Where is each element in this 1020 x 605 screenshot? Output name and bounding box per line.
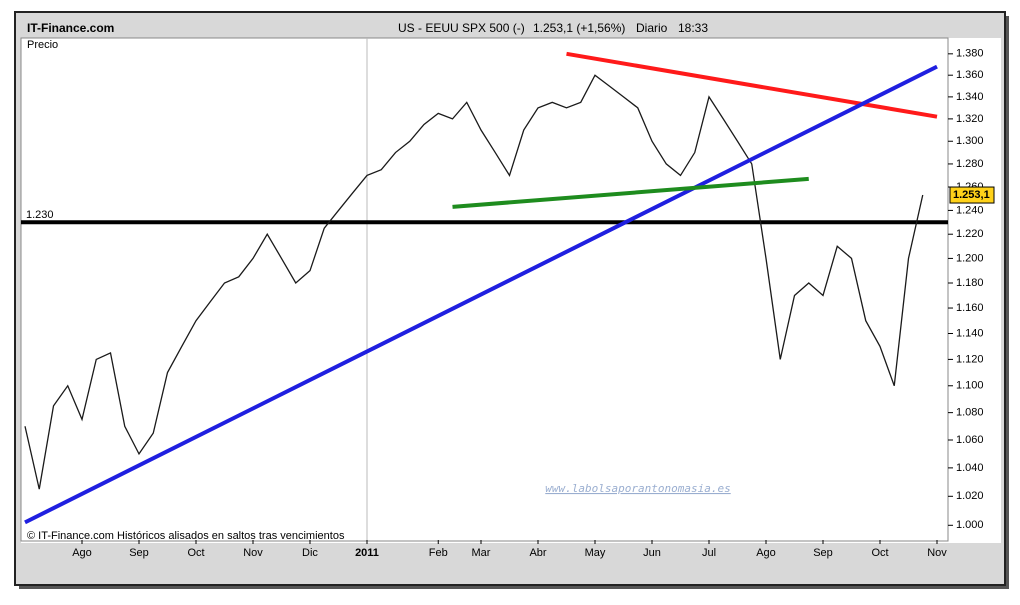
price-line [24,74,924,490]
y-tick-label: 1.340 [956,91,984,103]
last-label: 1.253,1 [953,189,990,201]
x-tick-label: Nov [927,547,947,559]
instrument: US - EEUU SPX 500 (-) [398,21,525,35]
x-tick-label: May [585,547,606,559]
x-tick-label: Dic [302,547,318,559]
reference-label: 1.230 [26,209,54,221]
y-tick-label: 1.220 [956,228,984,240]
x-tick-label: Abr [529,547,546,559]
x-tick-label: 2011 [355,547,379,559]
period: Diario [636,21,668,35]
y-tick-label: 1.280 [956,158,984,170]
last-badge [949,186,995,204]
plot-border [20,37,949,542]
y-label: Precio [27,39,58,51]
y-tick-label: 1.120 [956,353,984,365]
trend-line [24,64,938,525]
time: 18:33 [678,21,708,35]
x-tick-label: Feb [429,547,448,559]
quote: 1.253,1 (+1,56%) [533,21,625,35]
y-tick-label: 1.040 [956,462,984,474]
y-tick-label: 1.080 [956,407,984,419]
plot-bg [21,38,1001,543]
x-tick-label: Mar [472,547,491,559]
x-tick-label: Sep [129,547,149,559]
y-tick-label: 1.180 [956,277,984,289]
x-tick-label: Jun [643,547,661,559]
y-tick-label: 1.160 [956,302,984,314]
x-tick-label: Ago [72,547,92,559]
x-tick-label: Oct [187,547,204,559]
y-tick-label: 1.020 [956,490,984,502]
y-tick-label: 1.200 [956,252,984,264]
watermark: www.labolsaporantonomasia.es [545,482,730,495]
y-tick-label: 1.140 [956,327,984,339]
y-tick-label: 1.320 [956,113,984,125]
brand: IT-Finance.com [27,21,114,35]
y-tick-label: 1.360 [956,69,984,81]
y-tick-label: 1.240 [956,204,984,216]
y-tick-label: 1.380 [956,48,984,60]
y-tick-label: 1.000 [956,519,984,531]
y-tick-label: 1.300 [956,135,984,147]
y-tick-label: 1.100 [956,380,984,392]
x-tick-label: Jul [702,547,716,559]
footer: © IT-Finance.com Históricos alisados en … [27,530,345,542]
x-tick-label: Oct [871,547,888,559]
y-tick-label: 1.060 [956,434,984,446]
trend-line [566,51,938,119]
trend-line [452,176,809,209]
x-tick-label: Sep [813,547,833,559]
x-tick-label: Ago [756,547,776,559]
x-tick-label: Nov [243,547,263,559]
